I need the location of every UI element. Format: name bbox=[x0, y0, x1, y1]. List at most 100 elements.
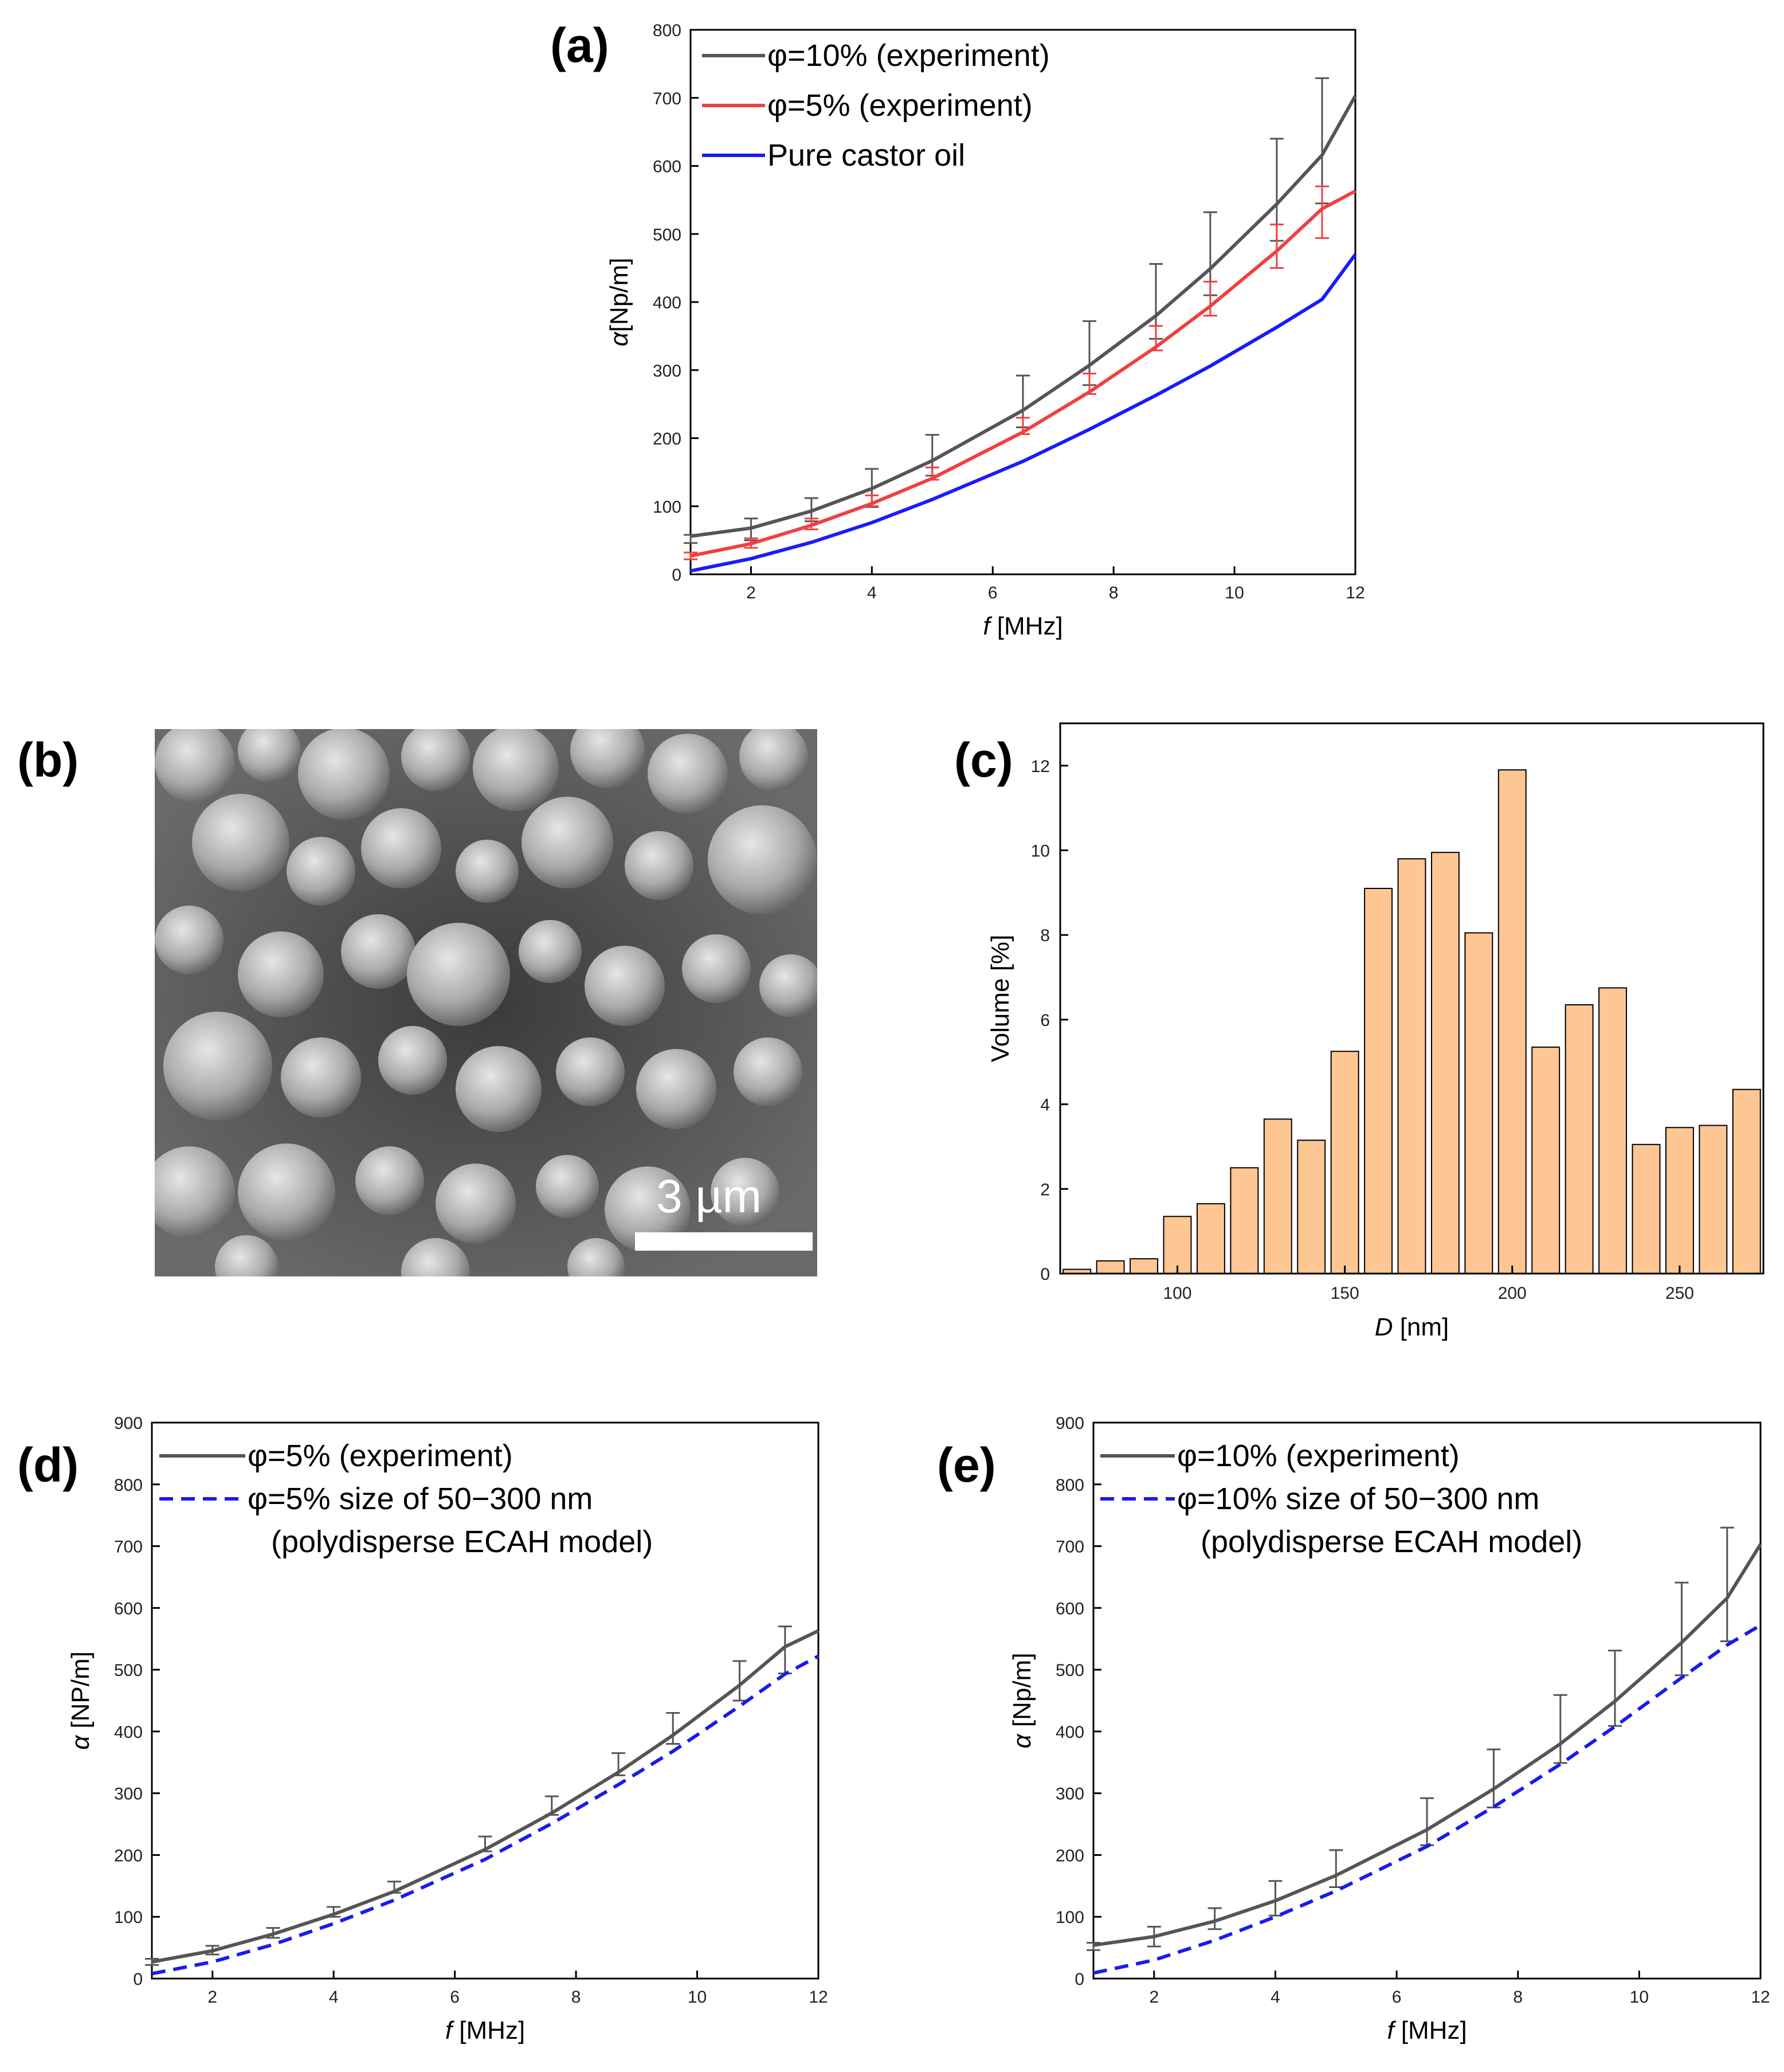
bar-120nm bbox=[1230, 1167, 1259, 1275]
plot-frame bbox=[1092, 1421, 1762, 1980]
chart-e-attenuation-10pct: 2 4 6 8 10 12 0 100 200 300 400 500 600 700 800 900 f [M… bbox=[1008, 1414, 1770, 2044]
series-line-1 bbox=[1093, 1543, 1762, 1947]
x-tick-label: 6 bbox=[988, 583, 998, 602]
y-tick-label: 300 bbox=[114, 1785, 143, 1804]
legend-entry-1: φ=10% (experiment) bbox=[1177, 1439, 1460, 1473]
x-tick-label: 8 bbox=[1109, 583, 1119, 602]
sem-micrograph-image: 3 µm bbox=[155, 729, 817, 1276]
y-tick-label: 900 bbox=[1056, 1414, 1084, 1433]
x-tick-label: 8 bbox=[571, 1988, 581, 2007]
y-tick-label: 600 bbox=[114, 1599, 143, 1618]
bar-230nm bbox=[1598, 987, 1628, 1274]
chart-c-size-distribution: 100 150 200 250 0 2 4 6 8 10 12 D [nm] Volume [%] bbox=[986, 722, 1765, 1341]
x-tick-label: 12 bbox=[1751, 1988, 1770, 2007]
x-tick-label: 2 bbox=[746, 583, 756, 602]
x-tick-label: 2 bbox=[1149, 1988, 1159, 2007]
y-axis-title: α [NP/m] bbox=[66, 1651, 95, 1750]
y-tick-label: 2 bbox=[1040, 1180, 1050, 1199]
y-axis-title: Volume [%] bbox=[986, 935, 1014, 1063]
y-tick-label: 700 bbox=[653, 89, 681, 108]
legend-entry-2: φ=5% (experiment) bbox=[767, 88, 1033, 123]
y-tick-label: 300 bbox=[653, 362, 681, 381]
y-tick-label: 400 bbox=[1056, 1723, 1084, 1742]
y-tick-label: 0 bbox=[1075, 1970, 1084, 1989]
series-line-1 bbox=[690, 95, 1357, 538]
bar-100nm bbox=[1163, 1216, 1192, 1274]
y-tick-label: 600 bbox=[1056, 1599, 1084, 1618]
x-tick-label: 6 bbox=[1392, 1988, 1402, 2007]
y-tick-label: 0 bbox=[672, 566, 681, 585]
bar-190nm bbox=[1464, 932, 1493, 1274]
x-tick-label: 12 bbox=[1346, 583, 1365, 602]
panel-c-label: (c) bbox=[954, 733, 1013, 787]
y-axis-title: α[Np/m] bbox=[605, 258, 633, 347]
y-tick-label: 100 bbox=[653, 498, 681, 516]
y-tick-label: 700 bbox=[114, 1538, 143, 1557]
legend-entry-3: (polydisperse ECAH model) bbox=[271, 1525, 653, 1559]
bar-260nm bbox=[1699, 1125, 1728, 1274]
bar-220nm bbox=[1565, 1004, 1594, 1274]
x-tick-label: 200 bbox=[1498, 1284, 1527, 1303]
bar-200nm bbox=[1497, 769, 1527, 1274]
y-tick-label: 500 bbox=[653, 225, 681, 244]
x-tick-label: 8 bbox=[1513, 1988, 1523, 2007]
panel-a-label: (a) bbox=[550, 18, 609, 72]
x-tick-label: 4 bbox=[329, 1988, 339, 2007]
legend-entry-3: (polydisperse ECAH model) bbox=[1201, 1525, 1582, 1559]
x-axis-title: f [MHz] bbox=[983, 612, 1062, 640]
x-tick-label: 150 bbox=[1331, 1284, 1359, 1303]
y-tick-label: 200 bbox=[1056, 1846, 1084, 1865]
x-axis-title-text: [nm] bbox=[1393, 1313, 1449, 1341]
series-line-2 bbox=[690, 189, 1356, 558]
sem-grains bbox=[155, 729, 817, 1276]
legend-entry-1: φ=5% (experiment) bbox=[248, 1439, 513, 1473]
x-tick-label: 250 bbox=[1665, 1284, 1694, 1303]
y-axis-title-text: [Np/m] bbox=[1008, 1653, 1036, 1734]
plot-frame bbox=[151, 1421, 820, 1980]
bar-80nm bbox=[1096, 1260, 1125, 1275]
y-tick-label: 400 bbox=[653, 293, 681, 312]
y-tick-label: 800 bbox=[114, 1476, 143, 1495]
legend-entry-2: φ=5% size of 50−300 nm bbox=[248, 1482, 593, 1516]
y-axis-title-symbol: α bbox=[1008, 1733, 1036, 1748]
y-tick-label: 200 bbox=[114, 1846, 143, 1865]
y-tick-label: 400 bbox=[114, 1723, 143, 1742]
y-tick-label: 700 bbox=[1056, 1538, 1084, 1557]
y-tick-label: 200 bbox=[653, 430, 681, 449]
y-axis-title: α [Np/m] bbox=[1008, 1653, 1036, 1749]
y-tick-label: 500 bbox=[114, 1661, 143, 1680]
scale-bar bbox=[635, 1232, 813, 1251]
x-axis-title-text: [MHz] bbox=[452, 2016, 525, 2044]
x-tick-label: 4 bbox=[1271, 1988, 1280, 2007]
bar-250nm bbox=[1665, 1127, 1694, 1274]
panel-d-label: (d) bbox=[17, 1438, 79, 1492]
y-axis-title-text: [NP/m] bbox=[66, 1651, 95, 1736]
bar-150nm bbox=[1330, 1051, 1359, 1275]
bar-270nm bbox=[1732, 1088, 1761, 1275]
series-line-2 bbox=[151, 1654, 820, 1976]
y-tick-label: 300 bbox=[1056, 1785, 1084, 1804]
x-tick-label: 100 bbox=[1163, 1284, 1191, 1303]
bar-160nm bbox=[1364, 888, 1393, 1274]
x-tick-label: 10 bbox=[1225, 583, 1244, 602]
x-tick-label: 10 bbox=[1630, 1988, 1649, 2007]
legend-entry-2: φ=10% size of 50−300 nm bbox=[1177, 1482, 1539, 1516]
legend-entry-1: φ=10% (experiment) bbox=[767, 38, 1050, 73]
y-tick-label: 900 bbox=[114, 1414, 143, 1433]
x-axis-title-text: [MHz] bbox=[990, 612, 1063, 640]
x-tick-label: 2 bbox=[207, 1988, 217, 2007]
panel-b-label: (b) bbox=[17, 733, 79, 787]
y-tick-label: 4 bbox=[1040, 1096, 1050, 1115]
y-tick-label: 10 bbox=[1031, 842, 1050, 861]
series-line-2 bbox=[1093, 1623, 1762, 1975]
bar-110nm bbox=[1196, 1203, 1225, 1274]
x-axis-title: D [nm] bbox=[1375, 1313, 1449, 1341]
y-tick-label: 500 bbox=[1056, 1661, 1084, 1680]
bar-170nm bbox=[1397, 858, 1426, 1275]
y-axis-title-text: Volume [%] bbox=[986, 935, 1014, 1063]
y-tick-label: 0 bbox=[1040, 1265, 1050, 1284]
series-line-1 bbox=[151, 1629, 820, 1964]
y-tick-label: 800 bbox=[653, 21, 681, 40]
y-tick-label: 12 bbox=[1031, 757, 1050, 776]
